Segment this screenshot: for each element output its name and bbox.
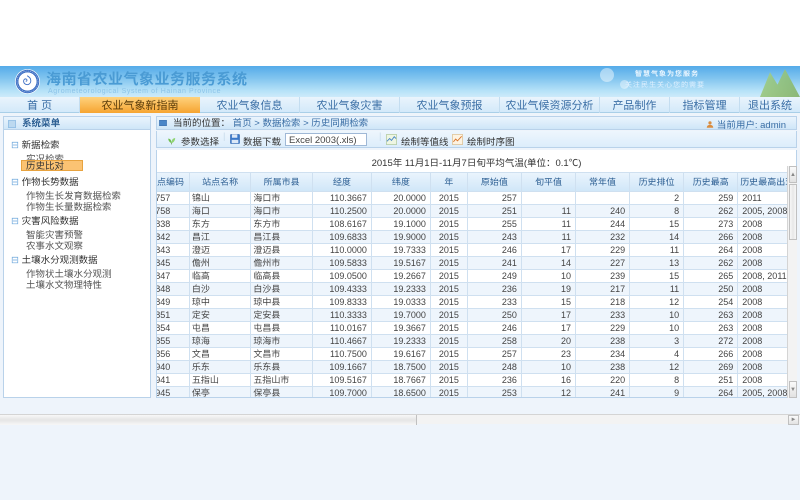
svg-text:AGRO: AGRO bbox=[24, 72, 31, 75]
